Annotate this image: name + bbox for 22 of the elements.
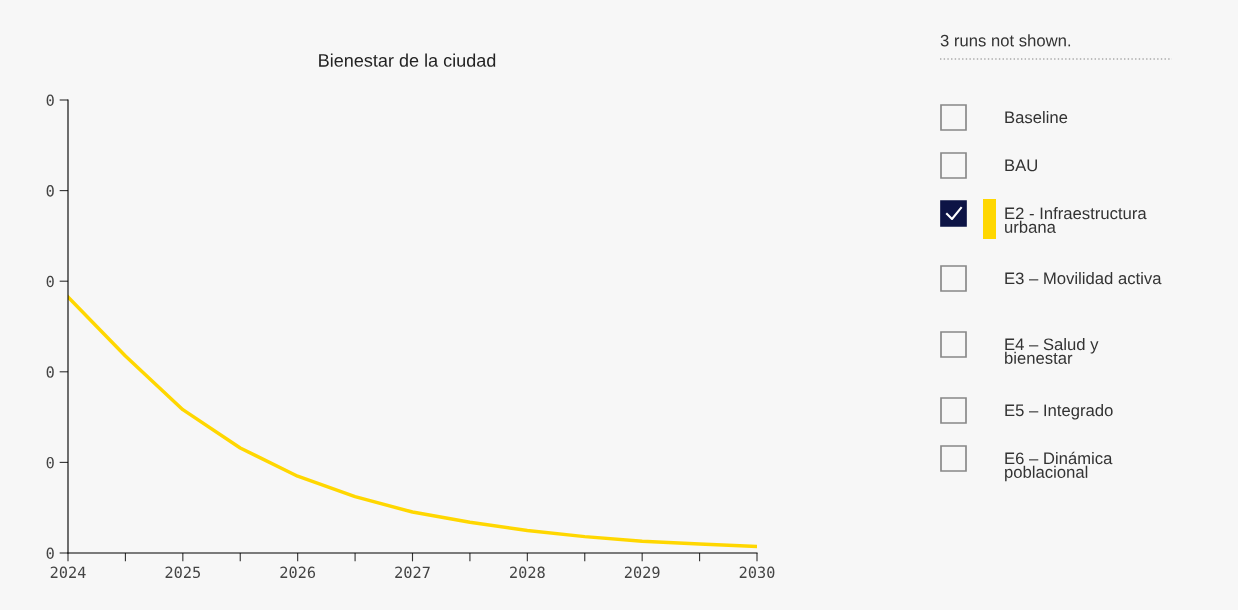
x-tick-label: 2029	[624, 566, 660, 579]
x-tick-label: 2028	[510, 566, 545, 579]
text: 0	[46, 547, 54, 560]
text: 0	[46, 366, 54, 378]
x-tick-label: 2026	[280, 566, 316, 579]
legend-label: E2 - Infraestructura urbana	[1005, 207, 1147, 233]
legend-label: E6 – Dinámica poblacional	[1005, 451, 1113, 482]
legend-label: BAU	[1005, 159, 1037, 172]
text: 0	[46, 275, 54, 288]
text: 0	[46, 456, 54, 469]
legend-label: E5 – Integrado	[1005, 404, 1113, 420]
legend-label: Baseline	[1005, 111, 1068, 124]
chart-title: Bienestar de la ciudad	[319, 53, 496, 67]
text: 0	[46, 94, 54, 107]
text: 3 runs not shown.	[940, 34, 1071, 47]
legend-label: E3 – Movilidad activa	[1005, 272, 1162, 285]
x-tick-label: 2025	[165, 566, 201, 579]
x-tick-label: 2027	[395, 566, 430, 579]
x-tick-label: 2030	[739, 566, 775, 579]
text: 0	[46, 185, 54, 197]
x-tick-label: 2024	[50, 566, 86, 579]
legend-label: E4 – Salud y bienestar	[1005, 338, 1099, 364]
